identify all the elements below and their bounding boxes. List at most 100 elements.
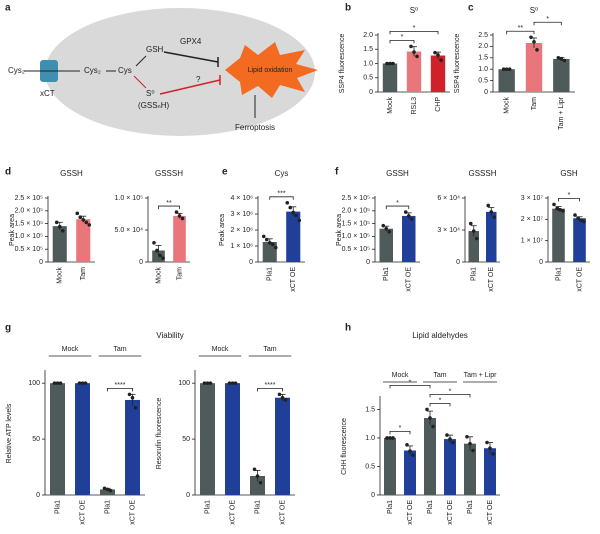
y-tick-label: 2 × 10⁷ xyxy=(521,216,544,223)
panel-label: b xyxy=(345,3,351,14)
y-tick-label: 1.0 × 10⁵ xyxy=(342,233,370,240)
data-point xyxy=(555,206,559,211)
data-point xyxy=(573,213,577,217)
significance-label: **** xyxy=(115,382,126,389)
data-point xyxy=(108,488,113,493)
significance-label: **** xyxy=(265,382,276,389)
significance-bracket xyxy=(429,403,451,407)
data-point xyxy=(152,241,156,245)
y-tick-label: 0 xyxy=(456,259,460,266)
bar xyxy=(468,231,479,262)
data-point xyxy=(471,229,476,233)
data-point xyxy=(529,35,533,40)
significance-bracket xyxy=(107,387,133,392)
significance-bracket xyxy=(429,394,471,398)
panel-title: Viability xyxy=(156,331,183,340)
data-point xyxy=(468,221,473,226)
y-tick-label: 2.5 × 10⁵ xyxy=(342,195,370,202)
data-point xyxy=(439,58,443,62)
significance-label: * xyxy=(399,425,402,432)
data-point xyxy=(532,40,536,44)
data-point xyxy=(77,381,82,385)
bar xyxy=(173,215,186,262)
y-tick-label: 2.0 xyxy=(363,32,373,39)
data-point xyxy=(105,487,110,492)
significance-label: * xyxy=(413,25,416,32)
y-tick-label: 2 × 10⁶ xyxy=(230,227,253,234)
y-tick-label: 50 xyxy=(182,436,190,443)
y-axis-label: Peak area xyxy=(336,214,343,246)
y-tick-label: 0 xyxy=(539,259,543,266)
bar xyxy=(484,448,496,495)
significance-bracket xyxy=(533,21,562,26)
panel-label: a xyxy=(5,3,11,14)
data-point xyxy=(474,236,479,241)
significance-label: * xyxy=(396,200,399,207)
data-point xyxy=(433,50,437,55)
group-label: Tam + Lipr xyxy=(464,372,498,379)
bar xyxy=(382,63,398,92)
data-point xyxy=(270,242,275,247)
x-tick-label: Mock xyxy=(155,267,162,284)
data-point xyxy=(280,395,285,400)
bar xyxy=(553,58,570,92)
data-point xyxy=(52,381,57,385)
y-tick-label: 1.5 xyxy=(365,406,375,413)
bar xyxy=(424,417,436,495)
chart-title: GSH xyxy=(560,169,578,178)
group-label: Tam xyxy=(113,346,126,353)
data-point xyxy=(55,381,60,385)
data-point xyxy=(205,381,210,385)
panel-label: c xyxy=(468,3,474,14)
data-point xyxy=(468,441,472,446)
data-point xyxy=(415,54,419,59)
group-label: Mock xyxy=(62,346,79,353)
y-axis-label: SSP4 fluorescence xyxy=(454,34,461,94)
x-tick-label: Tam + Lipr xyxy=(558,96,565,130)
y-axis-label: Relative ATP levels xyxy=(6,403,13,463)
group-label: Mock xyxy=(212,346,229,353)
data-point xyxy=(273,245,278,250)
bar xyxy=(404,450,416,495)
bar xyxy=(498,69,515,92)
data-point xyxy=(387,229,392,234)
x-tick-label: CHP xyxy=(435,97,442,112)
x-tick-label: xCT OE xyxy=(279,500,286,525)
data-point xyxy=(80,381,85,385)
x-tick-label: xCT OE xyxy=(406,267,413,292)
y-tick-label: 3 × 10⁷ xyxy=(521,195,544,202)
data-point xyxy=(492,215,497,219)
panel-title: Lipid aldehydes xyxy=(412,331,468,340)
label: (GSSₙH) xyxy=(138,101,170,110)
bar xyxy=(125,399,140,495)
data-point xyxy=(288,205,293,210)
data-point xyxy=(388,61,392,66)
data-point xyxy=(465,435,469,439)
y-tick-label: 100 xyxy=(178,380,190,387)
data-point xyxy=(177,214,182,218)
x-tick-label: xCT OE xyxy=(79,500,86,525)
significance-bracket xyxy=(385,205,410,210)
significance-bracket xyxy=(506,30,535,35)
data-point xyxy=(83,381,88,385)
data-point xyxy=(412,50,416,54)
significance-label: *** xyxy=(277,191,285,198)
y-tick-label: 0 xyxy=(371,492,375,499)
data-point xyxy=(504,67,509,71)
y-tick-label: 1 × 10⁶ xyxy=(230,243,253,250)
x-tick-label: xCT OE xyxy=(290,267,297,292)
data-point xyxy=(385,61,389,66)
group-label: Tam xyxy=(263,346,276,353)
data-point xyxy=(485,440,489,445)
y-axis-label: CHH fluorescence xyxy=(341,418,348,475)
bar xyxy=(573,218,586,262)
x-tick-label: xCT OE xyxy=(129,500,136,525)
data-point xyxy=(208,381,213,385)
y-tick-label: 1 × 10⁷ xyxy=(521,238,544,245)
data-point xyxy=(406,214,411,218)
diagram: Cys₂ xCT Cys₂ Cys GSH GPX4 S⁰ (GSSₙH) ? … xyxy=(8,8,318,136)
group-label: Tam xyxy=(433,372,446,379)
data-point xyxy=(202,381,207,385)
significance-bracket xyxy=(389,31,439,35)
bar xyxy=(76,219,91,262)
